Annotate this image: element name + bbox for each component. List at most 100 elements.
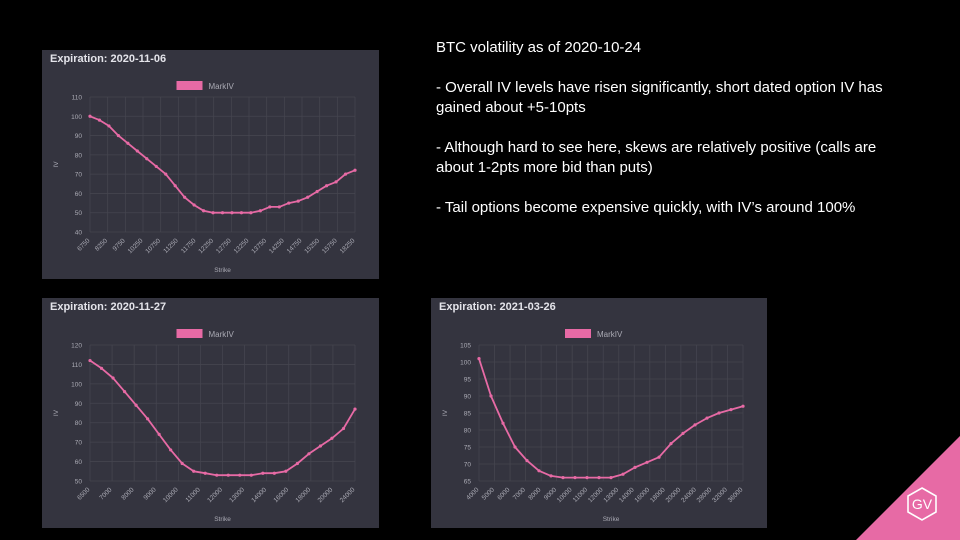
legend-swatch [176, 329, 203, 338]
data-point [249, 211, 253, 215]
x-tick-label: 16000 [272, 486, 290, 504]
y-tick-label: 50 [75, 479, 83, 486]
x-tick-label: 14000 [250, 486, 268, 504]
data-point [501, 421, 505, 425]
line-chart: MarkIV 50 60 70 80 90 100 110 120 6500 7000 8000 900… [53, 329, 357, 523]
hexagon-icon [907, 487, 937, 521]
data-point [180, 461, 184, 466]
x-tick-label: 18000 [649, 486, 667, 504]
data-point [315, 189, 319, 194]
data-point [296, 199, 300, 203]
data-point [201, 209, 206, 213]
bullet-skews: - Although hard to see here, skews are r… [436, 139, 877, 176]
data-point [272, 471, 276, 475]
x-axis-label: Strike [603, 516, 620, 523]
x-tick-label: 12750 [215, 237, 233, 255]
data-point [633, 465, 637, 469]
x-tick-label: 8250 [94, 237, 109, 252]
logo-text: GV [912, 496, 933, 512]
x-tick-label: 7000 [98, 486, 113, 501]
data-point [561, 476, 565, 480]
data-point [192, 203, 196, 207]
y-tick-label: 110 [72, 362, 83, 369]
data-point [157, 432, 161, 436]
x-axis-label: Strike [214, 516, 231, 523]
data-point [99, 366, 104, 370]
data-point [88, 358, 92, 363]
data-point [307, 452, 311, 456]
legend-swatch [176, 81, 203, 90]
x-tick-label: 20000 [665, 486, 683, 504]
x-tick-label: 11000 [572, 486, 590, 504]
data-point [88, 114, 92, 118]
x-tick-label: 15250 [303, 237, 321, 255]
data-point [97, 118, 102, 122]
x-tick-label: 14000 [618, 486, 636, 504]
data-point [525, 459, 529, 463]
data-point [669, 442, 673, 446]
data-point [645, 460, 649, 464]
x-axis-label: Strike [214, 267, 231, 274]
data-point [353, 168, 357, 172]
data-point [681, 431, 685, 435]
data-point [341, 426, 346, 431]
x-tick-label: 8000 [120, 486, 135, 501]
data-point [693, 423, 697, 427]
y-tick-label: 80 [464, 428, 472, 435]
chart-panel-2020-11-27: Expiration: 2020-11-27 MarkIV 50 60 70 80 90 1… [42, 298, 379, 528]
x-tick-label: 6500 [76, 486, 91, 501]
data-point [111, 376, 115, 380]
y-tick-label: 60 [75, 191, 83, 198]
y-axis-label: IV [53, 409, 60, 416]
y-tick-label: 120 [71, 343, 82, 350]
data-point [238, 473, 242, 477]
x-tick-label: 36000 [727, 486, 745, 504]
y-tick-label: 105 [460, 343, 471, 350]
data-point [145, 157, 149, 161]
x-tick-label: 8000 [527, 486, 542, 501]
data-point [353, 407, 357, 411]
x-tick-label: 5000 [481, 486, 496, 501]
chart-title: Expiration: 2020-11-27 [50, 301, 167, 313]
data-point [134, 403, 138, 407]
x-tick-label: 13250 [233, 237, 251, 255]
data-point [164, 172, 168, 176]
legend-label: MarkIV [209, 82, 235, 91]
data-point [135, 149, 139, 153]
y-tick-label: 100 [460, 360, 471, 367]
x-tick-label: 20000 [317, 486, 335, 504]
data-point [239, 211, 244, 215]
x-tick-label: 32000 [711, 486, 729, 504]
y-tick-label: 85 [464, 411, 472, 418]
data-point [287, 201, 291, 205]
data-point [334, 180, 338, 184]
x-tick-label: 9000 [142, 486, 157, 501]
data-point [215, 473, 219, 477]
data-point [573, 476, 577, 480]
data-point [126, 141, 130, 145]
y-tick-label: 90 [75, 133, 83, 140]
legend-label: MarkIV [597, 330, 623, 339]
x-tick-label: 15750 [321, 237, 339, 255]
chart-panel-2020-11-06: Expiration: 2020-11-06 MarkIV 40 50 60 70 80 9… [42, 50, 379, 279]
data-point [211, 211, 215, 215]
x-tick-label: 4000 [465, 486, 480, 501]
x-tick-label: 13750 [250, 237, 268, 255]
data-point [318, 444, 323, 448]
data-point [258, 209, 262, 213]
x-tick-label: 11250 [162, 237, 180, 255]
legend-label: MarkIV [209, 330, 235, 339]
y-tick-label: 90 [464, 394, 472, 401]
legend-swatch [565, 329, 591, 338]
y-tick-label: 70 [75, 440, 83, 447]
x-tick-label: 28000 [696, 486, 714, 504]
y-tick-label: 70 [464, 462, 472, 469]
series-line-markiv [89, 359, 356, 477]
data-point [183, 195, 187, 199]
y-tick-label: 100 [71, 381, 82, 388]
x-tick-label: 11750 [180, 237, 198, 255]
x-tick-label: 13000 [602, 486, 620, 504]
y-tick-label: 60 [75, 459, 83, 466]
y-tick-label: 95 [464, 377, 472, 384]
x-tick-label: 12000 [206, 486, 224, 504]
